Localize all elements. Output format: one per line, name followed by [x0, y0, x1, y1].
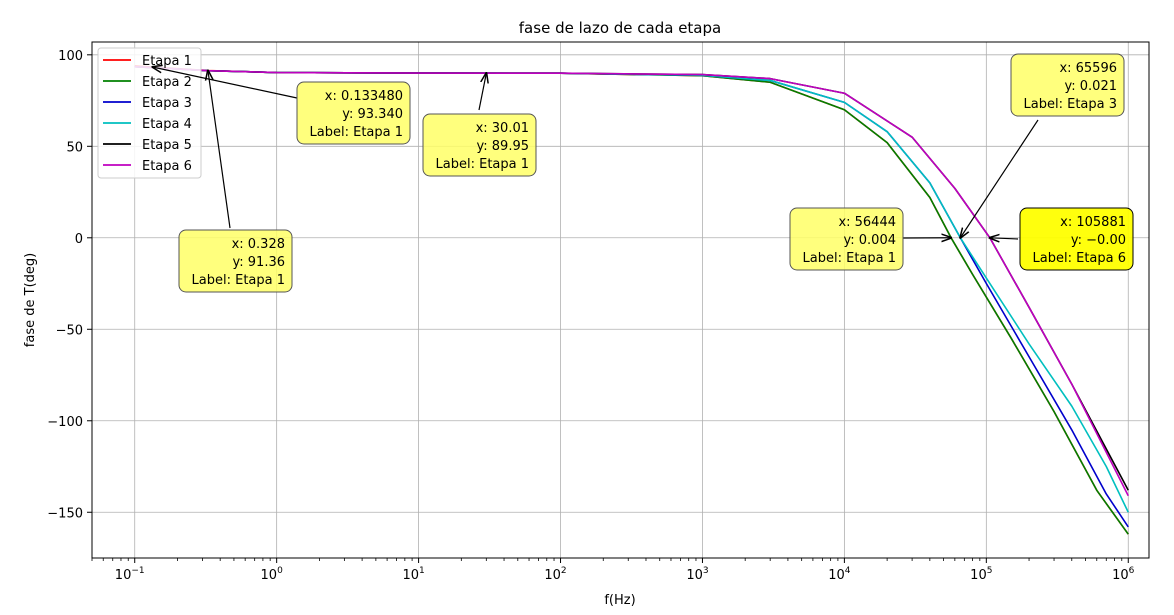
data-tip-box: [789, 207, 904, 271]
data-tip-text: x: 56444: [838, 215, 896, 230]
data-tip-box: [1019, 207, 1134, 271]
data-tip-text: Label: Etapa 3: [1024, 97, 1117, 112]
series-lines: [134, 64, 1129, 535]
data-tip-text: Label: Etapa 1: [310, 125, 403, 140]
x-tick-label: 100: [261, 566, 284, 583]
x-tick-label: 101: [402, 566, 424, 583]
data-tip-text: Label: Etapa 1: [436, 157, 529, 172]
y-tick-label: 100: [58, 49, 83, 64]
legend-label: Etapa 1: [142, 54, 192, 69]
x-axis-label: f(Hz): [604, 593, 635, 608]
data-tip-arrow: [153, 67, 298, 99]
data-tip-text: x: 30.01: [476, 121, 529, 136]
data-tip-text: y: 93.340: [342, 107, 403, 122]
data-tip-arrow: [208, 71, 231, 229]
y-tick-label: 0: [75, 232, 83, 247]
legend-label: Etapa 5: [142, 138, 192, 153]
data-tip-arrow: [990, 238, 1019, 239]
data-tip-box: [296, 81, 411, 145]
x-tick-label: 106: [1112, 566, 1135, 583]
data-tip-text: y: −0.00: [1071, 233, 1126, 248]
data-tip-text: x: 0.328: [232, 237, 285, 252]
data-tips: x: 0.133480 y: 93.340 Label: Etapa 1 x: 30.…: [153, 53, 1134, 293]
data-tip-text: y: 91.36: [233, 255, 285, 270]
x-tick-label: 10−1: [115, 566, 145, 583]
data-tip-text: y: 0.021: [1065, 79, 1117, 94]
data-tip-box: [422, 113, 537, 177]
data-tip-text: x: 65596: [1059, 61, 1117, 76]
grid: [92, 42, 1149, 558]
series-line-etapa-1: [134, 64, 1129, 535]
data-tip-text: x: 105881: [1060, 215, 1126, 230]
y-tick-label: 50: [66, 140, 83, 155]
x-tick-label: 102: [544, 566, 566, 583]
plot-frame: [91, 41, 1150, 559]
x-tick-label: 105: [970, 566, 992, 583]
series-line-etapa-2: [134, 65, 1129, 535]
legend: Etapa 1 Etapa 2 Etapa 3 Etapa 4 Etapa 5 Etapa…: [97, 47, 202, 179]
x-tick-label: 104: [828, 566, 851, 583]
legend-label: Etapa 6: [142, 159, 192, 174]
legend-label: Etapa 4: [142, 117, 192, 132]
data-tip-text: Label: Etapa 6: [1033, 251, 1126, 266]
data-tip-arrow: [960, 119, 1039, 238]
data-tip-arrow: [478, 73, 486, 111]
series-line-etapa-3: [134, 65, 1129, 528]
y-axis-label: fase de T(deg): [23, 253, 38, 347]
y-tick-label: −150: [47, 506, 83, 521]
legend-label: Etapa 3: [142, 96, 192, 111]
data-tip-text: Label: Etapa 1: [803, 251, 896, 266]
data-tip-text: y: 89.95: [477, 139, 529, 154]
data-tip-text: x: 0.133480: [325, 89, 403, 104]
axis-ticks: 10−1 100 101 102 103 104 105 106 100 50 0 −50 −100 −1…: [47, 49, 1134, 583]
legend-label: Etapa 2: [142, 75, 192, 90]
data-tip-text: y: 0.004: [844, 233, 896, 248]
data-tip-text: Label: Etapa 1: [192, 273, 285, 288]
y-tick-label: −50: [56, 323, 83, 338]
series-line-etapa-6: [134, 65, 1129, 497]
data-tip-box: [178, 229, 293, 293]
data-tip-box: [1010, 53, 1125, 117]
x-tick-label: 103: [686, 566, 708, 583]
y-tick-label: −100: [47, 415, 83, 430]
chart-title: fase de lazo de cada etapa: [519, 19, 721, 37]
